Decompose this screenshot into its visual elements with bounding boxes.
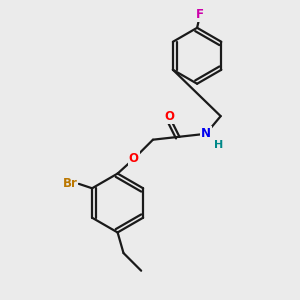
Text: O: O — [164, 110, 174, 123]
Text: H: H — [214, 140, 223, 150]
Text: N: N — [201, 127, 211, 140]
Text: Br: Br — [63, 177, 77, 190]
Text: F: F — [196, 8, 204, 21]
Text: O: O — [129, 152, 139, 165]
